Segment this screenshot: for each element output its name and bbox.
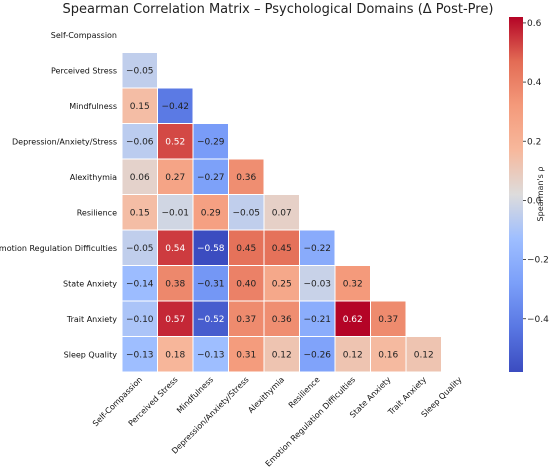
heatmap-cell: [334, 265, 371, 302]
heatmap-cell: [121, 52, 158, 89]
cell-value-label: −0.22: [303, 244, 331, 254]
row-label: Mindfulness: [69, 102, 117, 111]
colorbar-tick-label: 0.4: [527, 78, 542, 88]
heatmap-cell: [299, 265, 336, 302]
row-label: State Anxiety: [63, 279, 117, 288]
heatmap-cell: [121, 300, 158, 337]
heatmap-cell: [121, 229, 158, 266]
cell-value-label: 0.12: [272, 350, 292, 360]
column-label: Depression/Anxiety/Stress: [170, 375, 251, 456]
heatmap-cell: [157, 336, 194, 373]
cell-value-label: 0.27: [165, 173, 185, 183]
cell-value-label: 0.36: [272, 315, 292, 325]
cell-value-label: 0.38: [165, 279, 185, 289]
cell-value-label: −0.05: [232, 208, 260, 218]
row-label: Sleep Quality: [64, 350, 118, 359]
cell-value-label: 0.62: [343, 315, 363, 325]
row-label: Trait Anxiety: [66, 315, 117, 324]
heatmap-cell: [263, 229, 300, 266]
cell-value-label: −0.52: [197, 315, 225, 325]
cell-value-label: −0.13: [197, 350, 225, 360]
cell-value-label: 0.45: [272, 244, 292, 254]
row-label: Perceived Stress: [51, 66, 117, 75]
column-label: Alexithymia: [246, 375, 286, 415]
cell-value-label: 0.37: [236, 315, 256, 325]
cell-value-label: −0.10: [126, 315, 154, 325]
cell-value-label: 0.54: [165, 244, 185, 254]
colorbar-gradient: [509, 17, 523, 372]
heatmap-cell: [157, 265, 194, 302]
cell-value-label: 0.12: [343, 350, 363, 360]
row-label: Resilience: [77, 208, 117, 217]
cell-value-label: 0.15: [130, 102, 150, 112]
cell-value-label: 0.36: [236, 173, 256, 183]
cell-value-label: 0.40: [236, 279, 256, 289]
heatmap-cell: [157, 229, 194, 266]
heatmap-cell: [228, 194, 265, 231]
heatmap-cell: [192, 123, 229, 160]
cell-value-label: 0.31: [236, 350, 256, 360]
cell-value-label: −0.42: [161, 102, 189, 112]
heatmap-cell: [157, 194, 194, 231]
colorbar-tick-label: −0.4: [527, 315, 549, 325]
cell-value-label: −0.21: [303, 315, 331, 325]
heatmap-cell: [192, 300, 229, 337]
column-label: Resilience: [287, 375, 322, 410]
heatmap-cell: [299, 229, 336, 266]
cell-value-label: 0.37: [378, 315, 398, 325]
cell-value-label: 0.18: [165, 350, 185, 360]
cell-value-label: −0.14: [126, 279, 154, 289]
cell-value-label: −0.06: [126, 137, 154, 147]
colorbar-tick-label: 0.2: [527, 137, 541, 147]
cell-value-label: 0.32: [343, 279, 363, 289]
cell-value-label: −0.01: [161, 208, 189, 218]
cell-value-label: −0.05: [126, 66, 154, 76]
cell-value-label: −0.58: [197, 244, 225, 254]
cell-value-label: 0.29: [201, 208, 221, 218]
heatmap-cells: −0.05 0.15 −0.42 −0.06 0.52 −0.29 0.06 0.27 −0.2…: [121, 52, 442, 373]
heatmap-cell: [299, 336, 336, 373]
cell-value-label: −0.31: [197, 279, 225, 289]
heatmap-cell: [228, 336, 265, 373]
heatmap-cell: [121, 87, 158, 124]
row-label: Emotion Regulation Difficulties: [0, 244, 117, 253]
cell-value-label: 0.15: [130, 208, 150, 218]
cell-value-label: −0.27: [197, 173, 225, 183]
colorbar-ticks: −0.4 −0.2 0.0 0.2 0.4 0.6: [523, 19, 549, 325]
chart-title: Spearman Correlation Matrix – Psychologi…: [63, 2, 494, 17]
heatmap-cell: [263, 336, 300, 373]
cell-value-label: 0.25: [272, 279, 292, 289]
heatmap-cell: [121, 265, 158, 302]
cell-value-label: 0.06: [130, 173, 150, 183]
heatmap-cell: [121, 336, 158, 373]
cell-value-label: 0.12: [414, 350, 434, 360]
row-label: Depression/Anxiety/Stress: [12, 137, 117, 146]
heatmap-cell: [405, 336, 442, 373]
row-label: Alexithymia: [70, 173, 117, 182]
cell-value-label: 0.07: [272, 208, 292, 218]
heatmap-cell: [192, 229, 229, 266]
colorbar-label: Spearman's ρ: [536, 167, 545, 222]
row-labels: Self-Compassion Perceived Stress Mindfulne…: [0, 31, 117, 360]
cell-value-label: −0.03: [303, 279, 331, 289]
heatmap-cell: [157, 158, 194, 195]
heatmap-cell: [370, 300, 407, 337]
cell-value-label: 0.45: [236, 244, 256, 254]
cell-value-label: −0.29: [197, 137, 225, 147]
colorbar: −0.4 −0.2 0.0 0.2 0.4 0.6 Spearman's ρ: [509, 17, 549, 372]
cell-value-label: 0.16: [378, 350, 398, 360]
colorbar-tick-label: 0.6: [527, 19, 542, 29]
heatmap-cell: [228, 229, 265, 266]
colorbar-tick-label: −0.2: [527, 256, 549, 266]
cell-value-label: −0.05: [126, 244, 154, 254]
colorbar-tick-label: 0.0: [527, 196, 542, 206]
cell-value-label: −0.13: [126, 350, 154, 360]
cell-value-label: 0.57: [165, 315, 185, 325]
heatmap-cell: [228, 158, 265, 195]
cell-value-label: 0.52: [165, 137, 185, 147]
row-label: Self-Compassion: [51, 31, 117, 40]
cell-value-label: −0.26: [303, 350, 331, 360]
